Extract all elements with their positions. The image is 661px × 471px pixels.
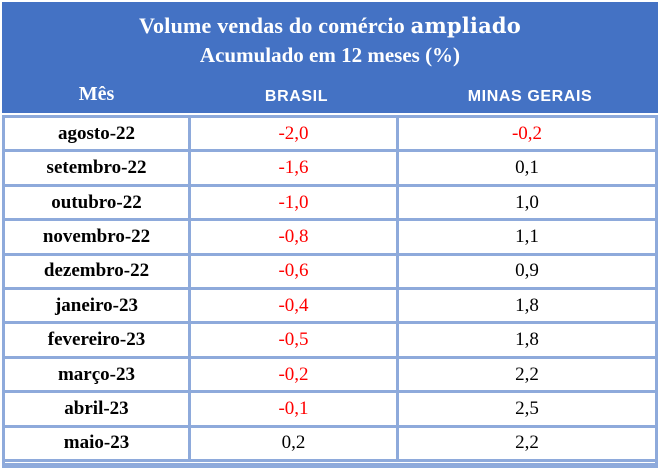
- brasil-value-cell: -2,0: [191, 118, 399, 150]
- minas-value-cell: 1,1: [515, 225, 539, 247]
- brasil-value-cell: -0,4: [191, 290, 399, 322]
- month-cell: maio-23: [5, 427, 191, 460]
- month-cell: fevereiro-23: [5, 324, 191, 356]
- brasil-value-cell: -0,5: [191, 324, 399, 356]
- table-title-emphasis: ampliado: [410, 13, 522, 38]
- minas-value-cell: 0,1: [515, 157, 539, 179]
- minas-value-cell: 0,9: [515, 260, 539, 282]
- month-cell: outubro-22: [5, 186, 191, 219]
- brasil-value-cell: -0,1: [191, 393, 399, 425]
- minas-value-cell: -0,2: [511, 122, 543, 144]
- month-cell: março-23: [5, 358, 191, 391]
- table-rows: agosto-22 -2,0 -0,2 setembro-22 -1,6 0,1 outub…: [2, 115, 658, 468]
- table-row: agosto-22 -2,0 -0,2: [5, 118, 655, 153]
- month-cell: novembro-22: [5, 221, 191, 253]
- brasil-value-cell: -1,6: [191, 152, 399, 184]
- table-header-band: Volume vendas do comércio ampliado Acumu…: [2, 2, 658, 113]
- table-row: março-23 -0,2 2,2: [5, 358, 655, 394]
- minas-value-cell: 2,2: [515, 363, 539, 385]
- table-row: maio-23 0,2 2,2: [5, 427, 655, 463]
- month-cell: dezembro-22: [5, 255, 191, 288]
- brasil-value-cell: -0,8: [191, 221, 399, 253]
- column-header-minas-gerais-label: MINAS GERAIS: [467, 88, 593, 105]
- column-header-minas-gerais: MINAS GERAIS: [402, 83, 658, 106]
- table-row: abril-23 -0,1 2,5: [5, 393, 655, 428]
- minas-value-cell: 1,8: [515, 329, 539, 351]
- table-row: dezembro-22 -0,6 0,9: [5, 255, 655, 291]
- column-header-row: Mês BRASIL MINAS GERAIS: [2, 83, 658, 106]
- table-row: janeiro-23 -0,4 1,8: [5, 290, 655, 325]
- month-cell: abril-23: [5, 393, 191, 425]
- minas-value-cell: 1,0: [515, 191, 539, 213]
- column-header-brasil: BRASIL: [191, 83, 402, 106]
- column-header-mes: Mês: [2, 83, 191, 106]
- table-title-main: Volume vendas do comércio: [138, 13, 405, 38]
- table-row: fevereiro-23 -0,5 1,8: [5, 324, 655, 359]
- table-title: Volume vendas do comércio ampliado: [2, 2, 658, 41]
- minas-value-cell: 1,8: [515, 294, 539, 316]
- brasil-value-cell: -0,2: [191, 358, 399, 391]
- table-row: novembro-22 -0,8 1,1: [5, 221, 655, 256]
- brasil-value-cell: -1,0: [191, 186, 399, 219]
- table-subtitle: Acumulado em 12 meses (%): [199, 43, 461, 67]
- minas-value-cell: 2,2: [515, 432, 539, 454]
- month-cell: agosto-22: [5, 118, 191, 150]
- table-row: setembro-22 -1,6 0,1: [5, 152, 655, 187]
- brasil-value-cell: -0,6: [191, 255, 399, 288]
- brasil-value-cell: 0,2: [191, 427, 399, 460]
- table-row: outubro-22 -1,0 1,0: [5, 186, 655, 222]
- column-header-mes-label: Mês: [78, 83, 115, 105]
- column-header-brasil-label: BRASIL: [264, 88, 329, 105]
- month-cell: janeiro-23: [5, 290, 191, 322]
- minas-value-cell: 2,5: [515, 397, 539, 419]
- month-cell: setembro-22: [5, 152, 191, 184]
